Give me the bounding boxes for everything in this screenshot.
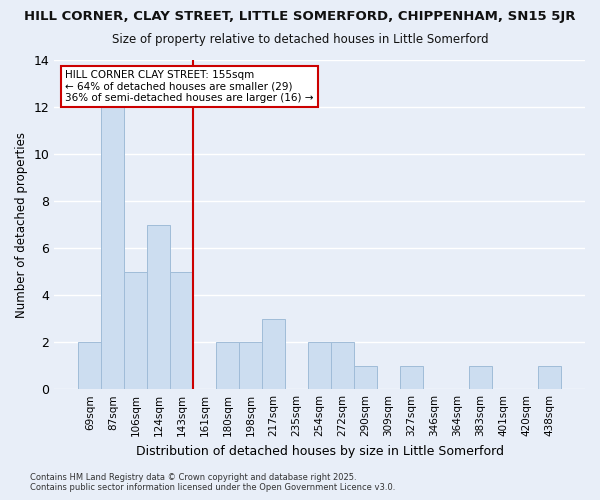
Bar: [79, 342, 101, 389]
Text: HILL CORNER, CLAY STREET, LITTLE SOMERFORD, CHIPPENHAM, SN15 5JR: HILL CORNER, CLAY STREET, LITTLE SOMERFO…: [24, 10, 576, 23]
Text: Size of property relative to detached houses in Little Somerford: Size of property relative to detached ho…: [112, 32, 488, 46]
Bar: [148, 224, 170, 389]
Text: HILL CORNER CLAY STREET: 155sqm
← 64% of detached houses are smaller (29)
36% of: HILL CORNER CLAY STREET: 155sqm ← 64% of…: [65, 70, 313, 103]
X-axis label: Distribution of detached houses by size in Little Somerford: Distribution of detached houses by size …: [136, 444, 503, 458]
Bar: [538, 366, 561, 389]
Bar: [262, 318, 285, 389]
Bar: [124, 272, 148, 389]
Bar: [354, 366, 377, 389]
Y-axis label: Number of detached properties: Number of detached properties: [15, 132, 28, 318]
Bar: [239, 342, 262, 389]
Bar: [170, 272, 193, 389]
Bar: [308, 342, 331, 389]
Text: Contains HM Land Registry data © Crown copyright and database right 2025.
Contai: Contains HM Land Registry data © Crown c…: [30, 473, 395, 492]
Bar: [400, 366, 423, 389]
Bar: [469, 366, 492, 389]
Bar: [101, 107, 124, 389]
Bar: [331, 342, 354, 389]
Bar: [216, 342, 239, 389]
